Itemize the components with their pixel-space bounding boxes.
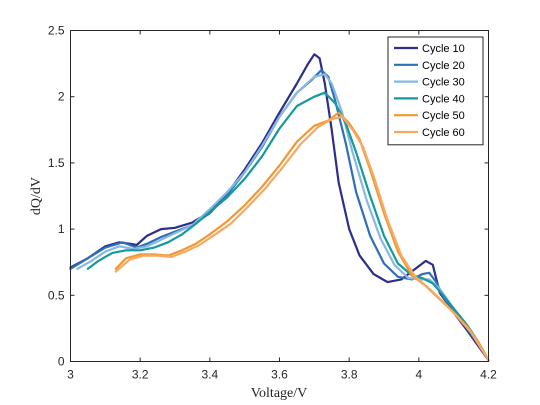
legend: Cycle 10 Cycle 20 Cycle 30 Cycle 40 Cycle 50…	[387, 36, 484, 146]
y-tick-label: 1.5	[48, 156, 65, 170]
series-line-3	[76, 73, 490, 362]
series-line-1	[69, 53, 490, 362]
x-tick-label: 4.2	[480, 368, 497, 382]
y-tick-label: 0	[58, 355, 65, 369]
legend-label: Cycle 60	[422, 127, 465, 139]
legend-label: Cycle 50	[422, 110, 465, 122]
x-tick-label: 3.2	[132, 368, 149, 382]
legend-box	[387, 36, 484, 146]
legend-label: Cycle 10	[422, 43, 465, 55]
x-tick-label: 3.4	[201, 368, 218, 382]
x-tick-label: 4	[415, 368, 422, 382]
y-axis-title: dQ/dV	[29, 177, 44, 215]
y-tick-label: 2.5	[48, 24, 65, 38]
legend-label: Cycle 40	[422, 93, 465, 105]
legend-label: Cycle 20	[422, 60, 465, 72]
x-tick-label: 3	[67, 368, 74, 382]
y-tick-label: 1	[58, 222, 65, 236]
y-tick-label: 0.5	[48, 288, 65, 302]
legend-label: Cycle 30	[422, 77, 465, 89]
series-line-4	[86, 91, 490, 362]
series-line-6	[114, 115, 490, 362]
axes-layer: 3 3.2 3.4 3.6 3.8 4 4.2 0 0.5 1 1.5 2 2.5	[48, 24, 497, 382]
series-layer	[69, 53, 490, 362]
x-tick-label: 3.8	[341, 368, 358, 382]
x-tick-label: 3.6	[271, 368, 288, 382]
y-tick-label: 2	[58, 90, 65, 104]
x-axis-title: Voltage/V	[251, 386, 308, 401]
